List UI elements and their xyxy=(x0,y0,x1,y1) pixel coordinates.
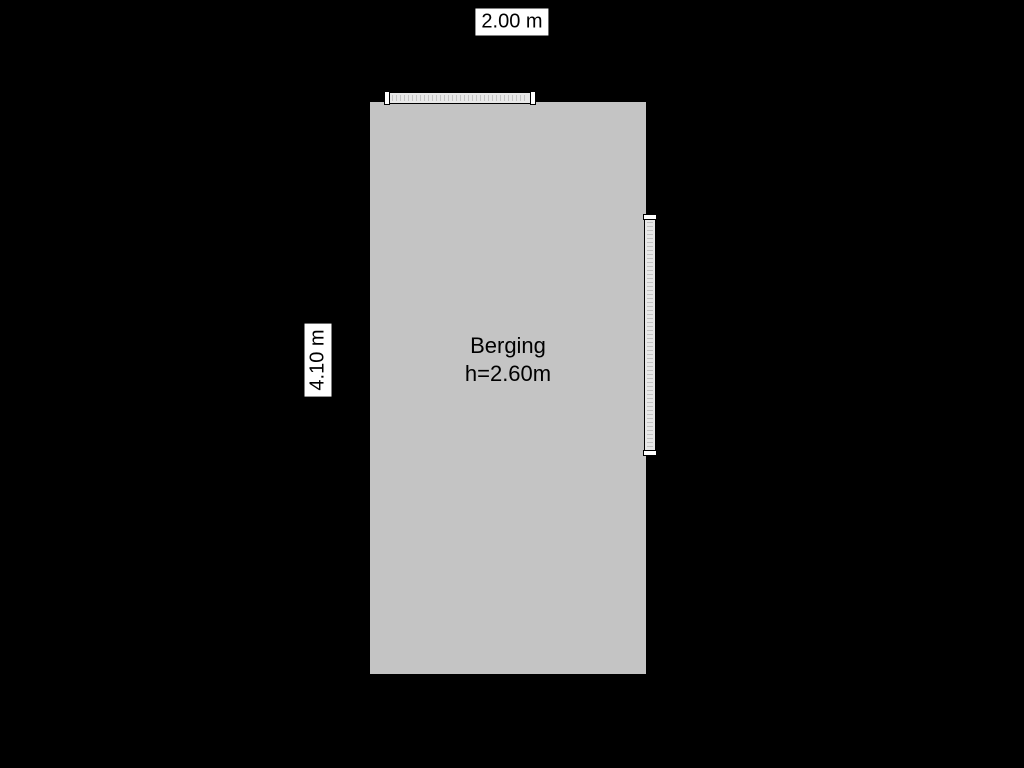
floorplan-canvas: Berging h=2.60m 2.00 m 4.10 m xyxy=(0,0,1024,768)
door-right xyxy=(644,220,656,450)
room-berging: Berging h=2.60m xyxy=(368,100,648,676)
dimension-width-label: 2.00 m xyxy=(475,9,548,36)
door-top-stripes xyxy=(392,95,528,101)
room-height: h=2.60m xyxy=(465,361,551,386)
room-label: Berging h=2.60m xyxy=(370,332,646,387)
dimension-height-label: 4.10 m xyxy=(305,323,332,396)
room-name: Berging xyxy=(470,333,546,358)
door-right-stripes xyxy=(647,222,653,448)
door-top xyxy=(390,92,530,104)
